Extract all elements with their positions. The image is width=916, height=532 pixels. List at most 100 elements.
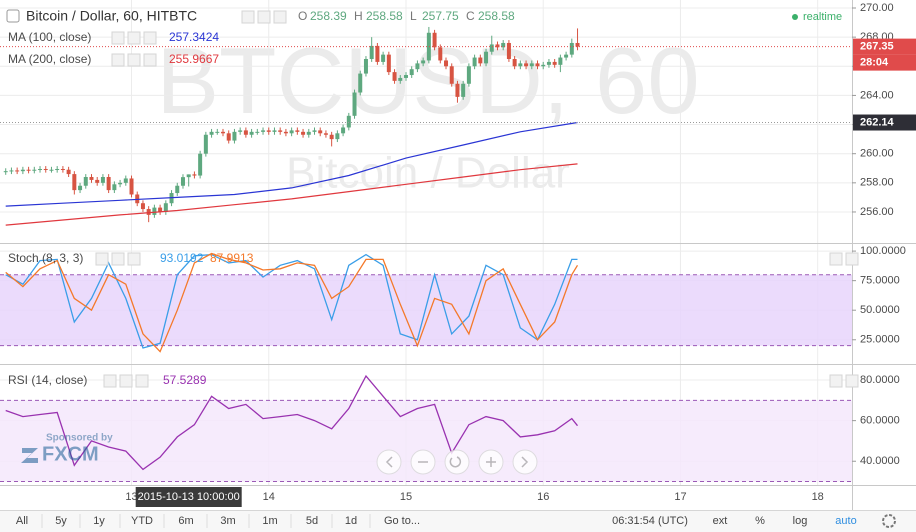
option-button[interactable]: ext — [713, 515, 728, 527]
candle-body — [249, 131, 254, 135]
option-button[interactable]: % — [755, 515, 765, 527]
legend-icon[interactable] — [143, 53, 157, 67]
candle-body — [381, 54, 386, 62]
candle-body — [352, 92, 357, 116]
candle-body — [535, 63, 540, 67]
candle-body — [569, 42, 574, 55]
candle-body — [484, 51, 489, 64]
x-tick-label: 14 — [263, 491, 275, 503]
legend-icon[interactable] — [119, 374, 133, 388]
candle-body — [146, 209, 151, 215]
legend-icon[interactable] — [845, 252, 859, 266]
candle-body — [386, 54, 391, 73]
legend-icon[interactable] — [845, 374, 859, 388]
chart-title: Bitcoin / Dollar, 60, HITBTC — [26, 8, 197, 24]
legend-icon[interactable] — [95, 252, 109, 266]
range-button[interactable]: 5y — [55, 515, 67, 527]
x-tick-label: 17 — [674, 491, 686, 503]
ma-last-label: 262.14 — [860, 116, 895, 128]
settings-button[interactable] — [882, 514, 896, 528]
readout-value: 258.58 — [366, 9, 403, 23]
legend-icon[interactable] — [273, 10, 287, 24]
navigation-buttons — [376, 449, 538, 475]
scroll-left-button[interactable] — [376, 449, 402, 475]
legend-icon[interactable] — [127, 53, 141, 67]
candle-body — [158, 207, 163, 212]
range-button[interactable]: 1m — [262, 515, 277, 527]
candle-body — [506, 42, 511, 60]
readout-label: O — [298, 9, 307, 23]
candle-body — [129, 178, 134, 195]
scroll-right-button[interactable] — [512, 449, 538, 475]
candle-body — [26, 169, 31, 171]
x-tick-label: 15 — [400, 491, 412, 503]
y-tick-label: 264.00 — [860, 89, 894, 101]
candle-body — [186, 174, 191, 178]
candle-body — [198, 153, 203, 176]
legend-icon[interactable] — [829, 252, 843, 266]
candle-body — [478, 57, 483, 64]
nav-icons — [385, 456, 529, 468]
legend-icon[interactable] — [103, 374, 117, 388]
candle-body — [564, 54, 569, 58]
candle-body — [255, 131, 260, 133]
y-tick-label: 258.00 — [860, 177, 894, 189]
crosshair-box — [135, 487, 242, 507]
countdown-box — [853, 54, 916, 71]
candle-body — [426, 32, 431, 61]
range-button[interactable]: 6m — [178, 515, 193, 527]
legend-value: 57.5289 — [163, 373, 207, 387]
range-button[interactable]: Go to... — [384, 515, 420, 527]
legend-icon[interactable] — [111, 31, 125, 45]
reset-button[interactable] — [444, 449, 470, 475]
y-tick-label: 100.0000 — [860, 245, 906, 257]
y-tick-label: 260.00 — [860, 148, 894, 160]
option-button[interactable]: auto — [835, 515, 856, 527]
candle-body — [323, 133, 328, 135]
y-tick-label: 40.0000 — [860, 455, 900, 467]
candle-body — [55, 168, 60, 170]
candle-body — [524, 63, 529, 67]
candle-body — [49, 169, 54, 171]
legend-icon[interactable] — [111, 53, 125, 67]
symbol-checkbox[interactable] — [6, 9, 20, 23]
range-button[interactable]: YTD — [131, 515, 153, 527]
series-line — [5, 163, 578, 226]
candle-body — [95, 179, 100, 183]
candle-body — [318, 130, 323, 134]
series-line — [5, 374, 579, 471]
legend-icon[interactable] — [257, 10, 271, 24]
legend-icon[interactable] — [127, 31, 141, 45]
legend-icon[interactable] — [143, 31, 157, 45]
candle-body — [60, 168, 65, 170]
candle-body — [575, 42, 580, 47]
range-button[interactable]: 1d — [345, 515, 357, 527]
range-button[interactable]: 5d — [306, 515, 318, 527]
candle-body — [83, 177, 88, 186]
legend-icon[interactable] — [241, 10, 255, 24]
candle-body — [266, 130, 271, 132]
candle-body — [466, 66, 471, 84]
overlay-layer: 267.35 28:04 262.14 Bitcoin / Dollar, 60, H… — [0, 8, 916, 532]
candle-body — [243, 130, 248, 135]
legend-icon[interactable] — [135, 374, 149, 388]
candle-body — [112, 184, 117, 191]
candle-body — [541, 64, 546, 67]
candle-body — [20, 169, 25, 172]
range-button[interactable]: All — [16, 515, 28, 527]
clock: 06:31:54 (UTC) — [612, 515, 688, 527]
readout-label: C — [466, 9, 475, 23]
candle-body — [106, 177, 111, 191]
legend-icon[interactable] — [127, 252, 141, 266]
candle-body — [415, 63, 420, 70]
range-button[interactable]: 1y — [93, 515, 105, 527]
readout-value: 258.39 — [310, 9, 347, 23]
legend-icon[interactable] — [829, 374, 843, 388]
option-button[interactable]: log — [793, 515, 808, 527]
legend-icon[interactable] — [111, 252, 125, 266]
range-button[interactable]: 3m — [220, 515, 235, 527]
candle-body — [140, 203, 145, 210]
y-tick-label: 256.00 — [860, 206, 894, 218]
candle-body — [89, 177, 94, 180]
